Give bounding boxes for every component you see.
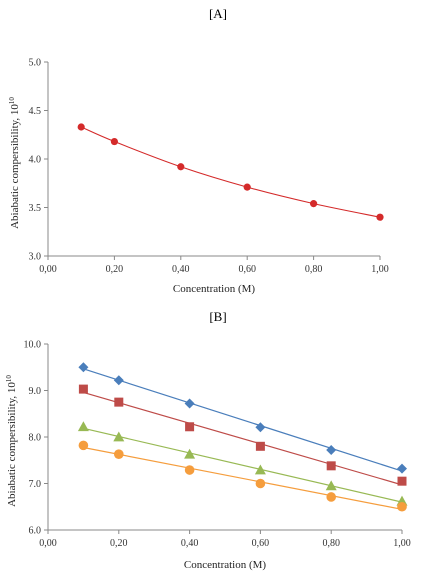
trend-curve	[80, 126, 381, 218]
data-point	[255, 441, 265, 451]
data-point	[397, 476, 407, 486]
x-tick-label: 0,60	[238, 264, 256, 275]
y-tick-label: 8.0	[29, 433, 42, 444]
trend-line	[83, 446, 403, 510]
x-axis-title: Concentration (M)	[173, 283, 256, 295]
x-tick-label: 0,60	[252, 538, 270, 549]
data-point	[397, 501, 407, 512]
y-axis-title-exponent: 10	[5, 375, 13, 383]
data-point	[114, 397, 124, 407]
chart-panel-a: [A] 0,00 0,20 0,40 0,60 0,80 1,00 3.0 3.5 4.0 4.5 5…	[8, 6, 389, 295]
x-tick-label: 0,80	[322, 538, 340, 549]
trend-line	[83, 427, 403, 503]
series-2	[78, 384, 407, 486]
y-tick-label: 10.0	[24, 340, 42, 351]
chart-panel-b: [B] 0,00 0,20 0,40 0,60 0,80 1,00 6.0 7.0 8.0 9.0 1…	[5, 309, 411, 571]
data-point	[254, 464, 266, 475]
panel-label: [B]	[209, 309, 226, 324]
data-point	[325, 480, 337, 491]
data-point	[110, 137, 118, 146]
y-tick-label: 4.0	[29, 155, 42, 166]
y-axis-title-exponent: 10	[8, 97, 16, 105]
series-3	[77, 421, 408, 506]
data-point	[243, 183, 251, 191]
panel-label: [A]	[209, 6, 227, 21]
series-4	[78, 440, 407, 512]
data-point	[326, 461, 336, 471]
data-point	[397, 463, 407, 474]
data-point	[113, 431, 125, 442]
x-axis-title: Concentration (M)	[184, 559, 267, 571]
series-1	[78, 362, 407, 474]
x-tick-label: 1,00	[371, 264, 389, 275]
y-tick-label: 3.0	[29, 252, 42, 263]
data-point	[114, 449, 124, 460]
data-point	[326, 445, 337, 456]
data-point	[184, 398, 195, 409]
data-point	[184, 465, 195, 475]
data-point	[78, 384, 88, 394]
x-tick-label: 0,20	[110, 538, 128, 549]
data-point	[255, 422, 266, 433]
x-tick-label: 0,00	[39, 538, 57, 549]
data-point	[185, 422, 195, 432]
y-tick-label: 3.5	[29, 203, 42, 214]
x-tick-label: 0,20	[106, 264, 124, 275]
data-point	[77, 421, 89, 432]
x-tick-label: 0,40	[181, 538, 199, 549]
x-tick-label: 0,00	[39, 264, 57, 275]
data-point	[78, 440, 89, 451]
x-tick-label: 0,40	[172, 264, 190, 275]
y-tick-label: 5.0	[29, 58, 42, 69]
data-point	[310, 200, 318, 208]
y-tick-label: 9.0	[29, 386, 42, 397]
y-tick-label: 6.0	[29, 526, 42, 537]
data-point	[184, 448, 196, 459]
y-axis-title: Abiabatic compersibility, 1010	[8, 97, 21, 229]
data-point	[177, 163, 185, 171]
y-axis-title: Abiabatic compersibility, 1010	[5, 375, 18, 507]
data-point	[255, 478, 266, 489]
x-tick-label: 1,00	[393, 538, 411, 549]
trend-line	[83, 368, 403, 472]
data-point	[326, 492, 337, 502]
data-point	[376, 213, 384, 221]
data-point	[77, 123, 85, 131]
x-tick-label: 0,80	[305, 264, 323, 275]
data-point	[78, 362, 89, 373]
data-point	[113, 375, 124, 386]
y-tick-label: 7.0	[29, 479, 42, 490]
series-1	[77, 123, 384, 221]
trend-line	[83, 391, 403, 486]
y-tick-label: 4.5	[29, 106, 42, 117]
